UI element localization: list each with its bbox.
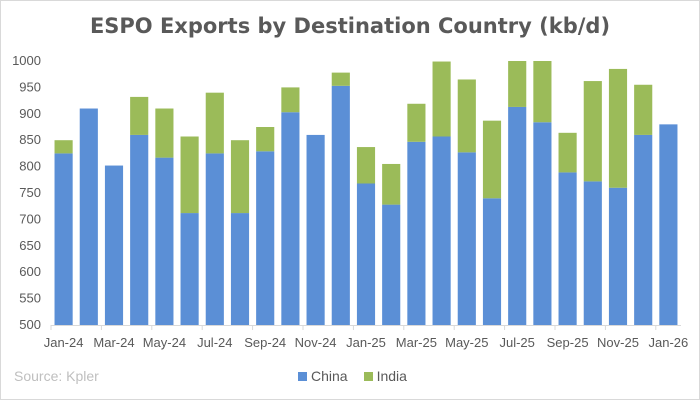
bar-india	[180, 136, 199, 214]
bar-china	[634, 134, 653, 325]
bar-india	[457, 79, 476, 153]
bar-china	[306, 134, 325, 325]
bar-china	[205, 153, 224, 325]
x-tick-label: Jan-26	[649, 335, 689, 350]
bar-china	[130, 134, 149, 325]
bar-india	[331, 72, 350, 86]
bar-china	[583, 181, 602, 325]
bar-india	[583, 81, 602, 182]
bar-india	[432, 61, 451, 137]
legend: China India	[298, 368, 407, 384]
bar-india	[281, 87, 300, 113]
y-tick-label: 550	[19, 291, 41, 306]
source-note: Source: Kpler	[14, 368, 99, 384]
legend-item-india: India	[363, 368, 407, 384]
x-tick-label: Jul-25	[499, 335, 534, 350]
bar-china	[533, 122, 552, 325]
bar-india	[130, 96, 149, 135]
y-tick-label: 600	[19, 264, 41, 279]
bar-india	[356, 147, 376, 184]
bar-india	[205, 92, 224, 154]
x-tick-label: May-25	[445, 335, 488, 350]
bar-india	[407, 103, 426, 142]
bar-china	[356, 183, 376, 325]
bar-china	[457, 152, 476, 325]
bar-india	[533, 61, 552, 123]
x-tick-label: Jan-24	[44, 335, 84, 350]
bar-china	[432, 136, 451, 325]
legend-label: China	[311, 368, 348, 384]
bar-china	[558, 172, 577, 325]
y-tick-label: 800	[19, 159, 41, 174]
legend-item-china: China	[298, 368, 348, 384]
x-tick-label: Mar-25	[396, 335, 437, 350]
y-tick-label: 500	[19, 317, 41, 332]
x-tick-label: Nov-24	[295, 335, 337, 350]
x-tick-label: May-24	[143, 335, 186, 350]
y-tick-label: 650	[19, 238, 41, 253]
y-tick-label: 950	[19, 79, 41, 94]
legend-label: India	[376, 368, 407, 384]
bar-india	[608, 68, 628, 188]
bar-china	[508, 106, 527, 325]
y-tick-label: 750	[19, 185, 41, 200]
y-tick-label: 850	[19, 132, 41, 147]
legend-swatch	[298, 371, 307, 381]
bar-india	[634, 84, 653, 135]
y-tick-label: 900	[19, 106, 41, 121]
bar-china	[659, 124, 678, 325]
bar-china	[331, 85, 350, 325]
legend-swatch	[363, 371, 373, 381]
x-tick-label: Nov-25	[597, 335, 639, 350]
chart-title: ESPO Exports by Destination Country (kb/…	[89, 14, 611, 38]
bar-india	[382, 163, 401, 205]
bar-china	[256, 151, 275, 325]
bar-india	[558, 132, 577, 173]
x-tick-label: Mar-24	[93, 335, 134, 350]
bar-china	[281, 112, 300, 325]
bar-china	[104, 165, 124, 325]
bar-india	[482, 120, 502, 199]
bar-india	[155, 108, 174, 158]
bar-india	[256, 127, 275, 152]
x-tick-label: Sep-24	[244, 335, 286, 350]
bar-china	[407, 141, 426, 325]
x-tick-label: Jan-25	[346, 335, 386, 350]
y-tick-label: 700	[19, 211, 41, 226]
y-tick-label: 1000	[12, 53, 41, 68]
bar-india	[54, 140, 73, 154]
bar-china	[608, 187, 628, 325]
bar-china	[382, 204, 401, 325]
bar-india	[230, 140, 250, 214]
bar-china	[54, 153, 73, 325]
bar-india	[508, 61, 527, 107]
bar-china	[79, 108, 98, 326]
x-tick-label: Sep-25	[547, 335, 589, 350]
bar-china	[482, 198, 502, 325]
bar-china	[230, 213, 250, 325]
bar-china	[180, 213, 199, 325]
x-tick-label: Jul-24	[197, 335, 232, 350]
bar-china	[155, 157, 174, 325]
